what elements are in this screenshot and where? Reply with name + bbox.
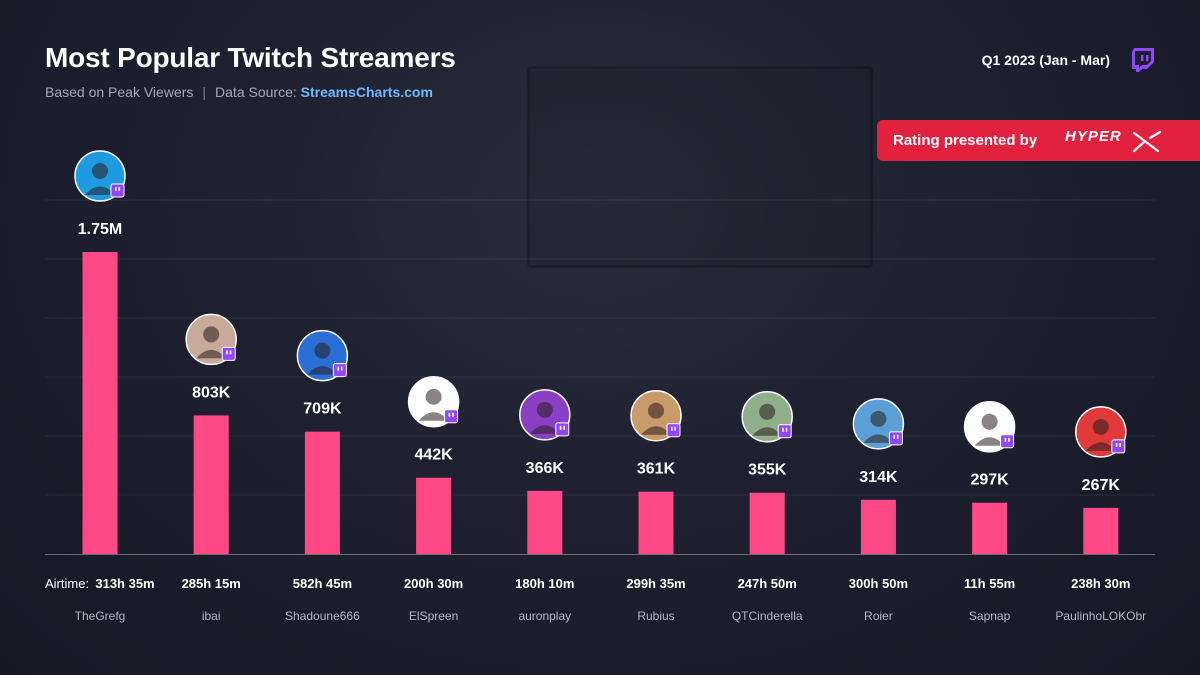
bar-group: 355K 247h 50m QTCinderella [732,390,803,623]
twitch-badge-icon [110,183,125,198]
streamer-avatar [185,313,237,366]
twitch-badge-icon [332,363,347,378]
data-label: 803K [192,384,231,401]
sponsor-banner[interactable]: Rating presented by HYPER [877,120,1200,161]
streamer-avatar [741,390,793,443]
airtime-value: 11h 55m [964,576,1015,591]
twitch-badge-icon [444,409,459,424]
streamer-avatar [519,389,571,441]
airtime-value: 200h 30m [404,576,463,591]
bar [972,502,1008,554]
airtime-value: 238h 30m [1071,576,1130,591]
streamer-avatar [407,375,460,428]
category-tick-label: QTCinderella [732,609,803,623]
category-tick-label: TheGrefg [75,609,126,623]
bar-group: 267K 238h 30m PaulinhoLOKObr [1055,406,1146,623]
twitch-badge-icon [221,346,236,361]
bar-group: 709K 582h 45m Shadoune666 [285,329,360,623]
twitch-badge-icon [1000,434,1015,449]
data-label: 1.75M [78,221,122,238]
category-tick-label: Roier [864,609,893,623]
page-title: Most Popular Twitch Streamers [45,42,456,73]
bar-group: 297K 11h 55m Sapnap [963,400,1016,623]
bar [638,491,674,554]
airtime-value: 299h 35m [626,576,685,591]
bar-group: 1.75M 313h 35m TheGrefg [74,150,155,623]
twitch-badge-icon [888,431,903,446]
bar [416,477,452,554]
bar [193,415,229,554]
streamer-avatar [1075,406,1127,458]
airtime-value: 285h 15m [182,576,241,591]
subtitle: Based on Peak Viewers | Data Source: Strea… [45,84,433,100]
source-label: Data Source: [215,84,297,100]
period-label: Q1 2023 (Jan - Mar) [981,52,1110,68]
twitch-icon [1132,48,1154,72]
airtime-value: 247h 50m [738,576,797,591]
airtime-value: 313h 35m [95,576,154,591]
streamer-avatar [852,398,905,450]
data-label: 314K [859,469,898,486]
data-label: 267K [1082,477,1121,494]
bar-group: 442K 200h 30m ElSpreen [404,375,463,623]
bar [860,499,896,554]
category-tick-label: Shadoune666 [285,609,360,623]
sponsor-label: Rating presented by [893,132,1038,149]
category-tick-label: Sapnap [969,609,1011,623]
data-label: 442K [414,447,453,464]
airtime-value: 180h 10m [515,576,574,591]
airtime-value: 300h 50m [849,576,908,591]
hyperx-logo-icon [1132,130,1162,153]
twitch-badge-icon [555,422,570,437]
airtime-label: Airtime: [45,576,89,591]
streamer-avatar [630,389,682,442]
category-tick-label: PaulinhoLOKObr [1055,609,1146,623]
data-label: 366K [526,460,565,477]
data-label: 709K [303,401,342,418]
bar [1083,507,1119,554]
twitch-badge-icon [1111,439,1126,454]
subtitle-separator: | [202,84,207,100]
sponsor-brand: HYPER [1065,128,1122,145]
bar [82,252,118,554]
bar-group: 361K 299h 35m Rubius [626,389,686,623]
category-tick-label: ElSpreen [409,609,458,623]
bar [527,490,563,554]
category-tick-label: Rubius [637,609,674,623]
background-decoration [527,66,873,268]
bar-group: 803K 285h 15m ibai [182,313,241,623]
streamer-avatar [296,329,349,382]
twitch-badge-icon [666,423,681,438]
streamer-avatar [74,150,126,202]
airtime-value: 582h 45m [293,576,352,591]
subtitle-lead: Based on Peak Viewers [45,84,194,100]
bar [304,431,340,554]
bar-group: 314K 300h 50m Roier [849,398,908,623]
bar-group: 366K 180h 10m auronplay [515,389,574,623]
data-label: 297K [970,472,1009,489]
category-tick-label: ibai [202,609,221,623]
data-label: 355K [748,462,787,479]
data-label: 361K [637,461,676,478]
twitch-badge-icon [777,424,792,439]
bar [749,492,785,554]
streamer-avatar [963,400,1016,453]
category-tick-label: auronplay [518,609,571,623]
source-link[interactable]: StreamsCharts.com [300,84,433,100]
